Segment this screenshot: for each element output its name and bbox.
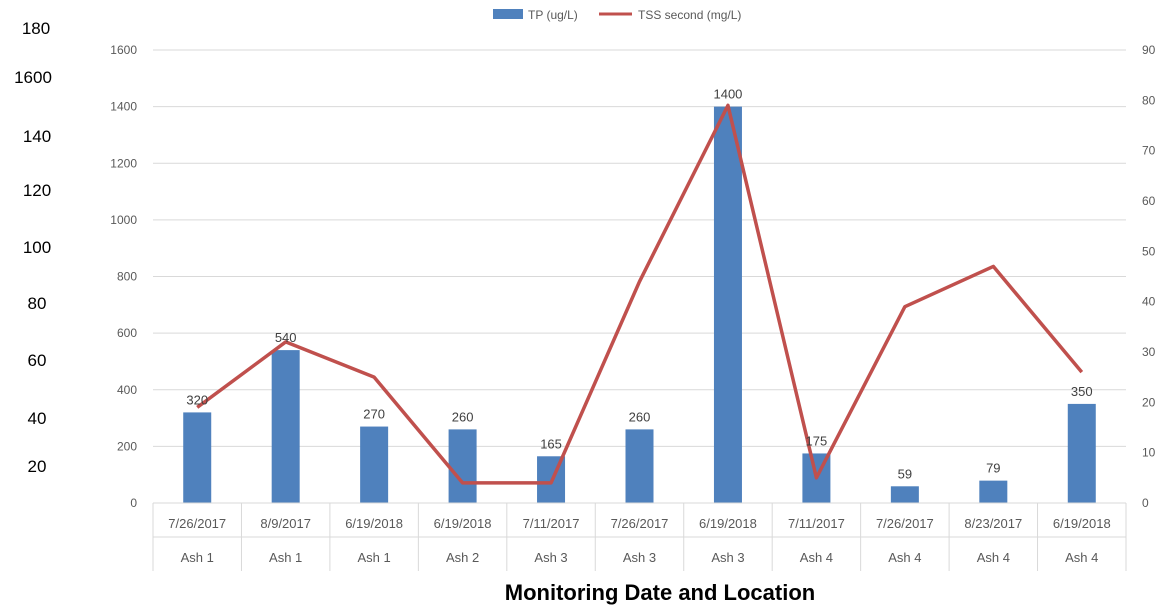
category-date-label: 6/19/2018 [345,516,403,531]
tp-data-label: 59 [898,466,912,481]
legend-swatch-tp [493,9,523,19]
category-location-label: Ash 3 [534,550,567,565]
tp-data-label: 540 [275,330,297,345]
category-date-label: 6/19/2018 [434,516,492,531]
right-tick-label: 40 [1142,295,1156,309]
legend-label-tss: TSS second (mg/L) [638,8,741,22]
right-tick-label: 70 [1142,144,1156,158]
category-location-label: Ash 3 [711,550,744,565]
right-tick-label: 60 [1142,194,1156,208]
category-location-label: Ash 1 [181,550,214,565]
gridlines [153,49,1126,447]
tss-series-line [196,103,1084,485]
tp-data-label: 175 [806,433,828,448]
x-axis-title: Monitoring Date and Location [505,580,815,605]
right-y-axis-ticks: 0 10 20 30 40 50 60 70 80 90 [1142,43,1156,510]
category-date-label: 7/26/2017 [611,516,669,531]
outer-axis-label: 100 [23,238,51,257]
category-location-label: Ash 3 [623,550,656,565]
left-tick-label: 1200 [110,156,137,170]
right-tick-label: 10 [1142,446,1156,460]
tss-line [196,103,1084,485]
category-date-label: 8/23/2017 [964,516,1022,531]
left-tick-label: 800 [117,270,137,284]
outer-axis-label: 1600 [14,68,52,87]
category-axis: 7/26/2017 Ash 1 8/9/2017 Ash 1 6/19/2018 Ash … [152,502,1127,571]
tp-data-label: 1400 [713,87,742,102]
tp-data-label: 260 [629,409,651,424]
left-tick-label: 200 [117,439,137,453]
category-location-label: Ash 1 [358,550,391,565]
tp-data-label: 165 [540,436,562,451]
tp-data-label: 270 [363,407,385,422]
tp-bar [360,426,389,503]
category-location-label: Ash 4 [888,550,921,565]
right-tick-label: 30 [1142,345,1156,359]
tp-data-label: 260 [452,409,474,424]
outer-axis-label: 140 [23,127,51,146]
outer-axis-label: 20 [28,457,47,476]
tp-bar [183,412,212,503]
category-date-label: 7/26/2017 [876,516,934,531]
category-date-label: 6/19/2018 [1053,516,1111,531]
right-tick-label: 50 [1142,244,1156,258]
left-tick-label: 1400 [110,100,137,114]
tp-bar [271,350,300,503]
left-tick-label: 600 [117,326,137,340]
tp-bar [1067,403,1096,503]
left-tick-label: 1600 [110,43,137,57]
tp-bar [448,429,477,503]
category-location-label: Ash 4 [800,550,833,565]
category-location-label: Ash 4 [1065,550,1098,565]
tp-data-label: 79 [986,461,1000,476]
category-date-label: 6/19/2018 [699,516,757,531]
right-tick-label: 20 [1142,395,1156,409]
category-location-label: Ash 2 [446,550,479,565]
tp-bar [713,106,742,503]
category-date-label: 7/11/2017 [523,516,580,531]
category-date-label: 8/9/2017 [260,516,311,531]
outer-left-axis-labels: 180 1600 140 120 100 80 60 40 20 [14,19,52,476]
left-y-axis-ticks: 0 200 400 600 800 1000 1200 1400 1600 [110,43,137,510]
outer-axis-label: 80 [28,294,47,313]
category-date-label: 7/26/2017 [168,516,226,531]
outer-axis-label: 60 [28,351,47,370]
tp-data-label: 350 [1071,384,1093,399]
tp-bar [890,486,919,503]
tp-bar [979,480,1008,503]
tp-bar [625,429,654,503]
tp-data-labels: 320 540 270 260 165 260 1400 175 59 79 350 [186,87,1092,482]
outer-axis-label: 120 [23,181,51,200]
right-tick-label: 80 [1142,93,1156,107]
outer-axis-label: 180 [22,19,50,38]
tp-data-label: 320 [186,392,208,407]
category-location-label: Ash 1 [269,550,302,565]
left-tick-label: 1000 [110,213,137,227]
left-tick-label: 0 [130,496,137,510]
category-location-label: Ash 4 [977,550,1010,565]
right-tick-label: 0 [1142,496,1149,510]
legend: TP (ug/L) TSS second (mg/L) [493,8,741,22]
legend-label-tp: TP (ug/L) [528,8,578,22]
right-tick-label: 90 [1142,43,1156,57]
outer-axis-label: 40 [28,409,47,428]
left-tick-label: 400 [117,383,137,397]
category-date-label: 7/11/2017 [788,516,845,531]
tp-bars [183,106,1096,503]
